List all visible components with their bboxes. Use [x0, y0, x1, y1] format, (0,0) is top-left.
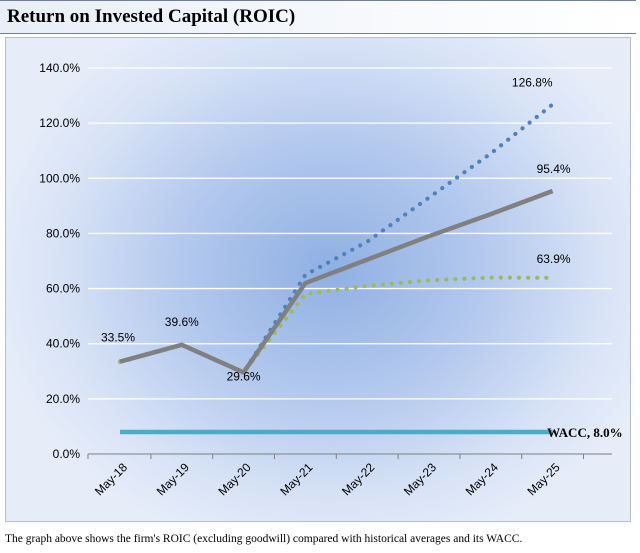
y-tick-label: 60.0%	[46, 282, 80, 296]
y-tick-label: 100.0%	[39, 171, 80, 185]
x-tick-label: May-23	[401, 460, 439, 498]
x-tick-label: May-24	[463, 460, 501, 498]
data-label-high-end: 126.8%	[512, 75, 553, 89]
x-tick-label: May-25	[525, 460, 563, 498]
roic-series-low	[117, 275, 555, 375]
wacc-label: WACC, 8.0%	[547, 425, 622, 440]
x-tick-label: May-21	[277, 460, 315, 498]
series-layer	[117, 102, 555, 435]
footnote: The graph above shows the firm's ROIC (e…	[5, 533, 523, 545]
y-tick-label: 0.0%	[53, 447, 81, 461]
grid-layer	[88, 67, 612, 400]
title-bar: Return on Invested Capital (ROIC)	[0, 0, 636, 34]
roic-series-high	[117, 102, 555, 375]
x-tick-label: May-18	[92, 460, 130, 498]
label-layer: 33.5% 39.6% 29.6% 126.8% 95.4% 63.9% WACC, 8.0…	[101, 75, 623, 440]
y-tick-label: 80.0%	[46, 226, 80, 240]
y-tick-label: 40.0%	[46, 337, 80, 351]
roic-series-avg	[119, 188, 554, 375]
data-label-avg-end: 95.4%	[537, 162, 571, 176]
x-tick-label: May-20	[216, 460, 254, 498]
x-tick-label: May-19	[154, 460, 192, 498]
y-tick-label: 120.0%	[39, 116, 80, 130]
roic-chart: 0.0% 20.0% 40.0% 60.0% 80.0% 100.0% 120.0% 140.…	[39, 61, 623, 498]
data-label-may19: 39.6%	[165, 315, 199, 329]
data-label-may20: 29.6%	[227, 369, 261, 383]
y-tick-label: 20.0%	[46, 392, 80, 406]
y-tick-label: 140.0%	[39, 61, 80, 75]
data-label-may18: 33.5%	[101, 331, 135, 345]
data-label-low-end: 63.9%	[537, 252, 571, 266]
x-tick-label: May-22	[339, 460, 377, 498]
page-title: Return on Invested Capital (ROIC)	[7, 6, 296, 27]
